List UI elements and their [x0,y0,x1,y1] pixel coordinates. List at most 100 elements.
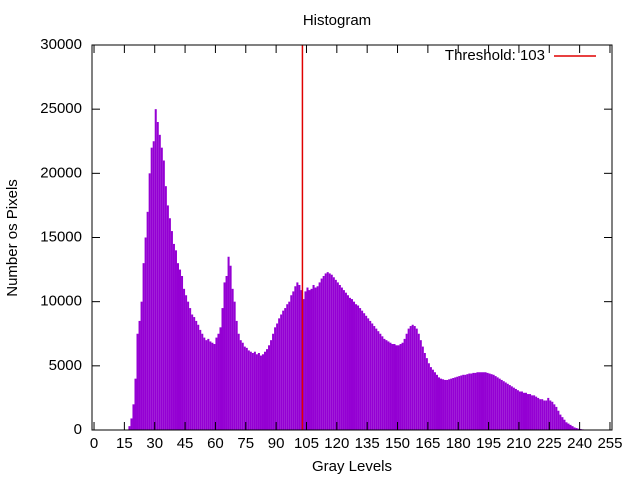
bar [215,337,218,430]
bar [579,428,582,430]
bar [425,358,428,430]
bar [421,346,424,430]
bar [393,344,396,430]
bar [195,320,198,430]
bar [442,379,445,430]
bar [152,141,155,430]
bar [484,372,487,430]
bar [280,314,283,430]
y-tick-label: 25000 [40,100,82,117]
bar [156,122,159,430]
bar [235,320,238,430]
bar [346,295,349,430]
x-tick-label: 225 [537,435,562,452]
bar [547,397,550,430]
bar [543,400,546,430]
bar [187,301,190,430]
bar [201,333,204,430]
bar [545,400,548,430]
bar [237,333,240,430]
bar [158,134,161,431]
bar [247,350,250,430]
bar [397,345,400,430]
bar [330,274,333,430]
bar [433,372,436,430]
bar [251,353,254,430]
bar [419,340,422,430]
bar [553,404,556,430]
bar [379,333,382,430]
chart-title: Histogram [303,12,371,29]
x-tick-label: 105 [294,435,319,452]
bar [383,338,386,430]
bar [142,263,145,430]
bar [369,320,372,430]
bar [332,277,335,430]
bar [304,291,307,430]
bar [431,369,434,430]
bar [150,147,153,430]
bar [229,265,232,430]
bar [377,331,380,430]
bar [569,424,572,430]
bar [559,414,562,430]
x-tick-label: 210 [506,435,531,452]
bar [324,273,327,430]
bar [227,256,230,430]
bar [529,394,532,430]
bar [561,417,564,430]
bar [136,333,139,430]
bar [444,379,447,430]
bar [427,363,430,430]
bar [417,333,420,430]
bar [502,381,505,430]
bar [336,282,339,430]
bar [500,379,503,430]
bar [409,326,412,430]
bar [249,351,252,430]
bar [239,340,242,430]
bar [207,338,210,430]
bar [395,345,398,430]
bar [399,344,402,430]
bar [189,308,192,430]
bar [423,353,426,430]
bar [555,406,558,430]
bar [472,372,475,430]
legend-label: Threshold: 103 [445,47,545,64]
bar [223,282,226,430]
bar [514,388,517,430]
bar [233,301,236,430]
bar [373,326,376,430]
bar [516,390,519,430]
bar [539,399,542,430]
bar [185,295,188,430]
bar [282,310,285,430]
bar [520,391,523,430]
bar [498,378,501,430]
bar [318,282,321,430]
bar [290,295,293,430]
bar [278,318,281,430]
bar [300,290,303,430]
bar [563,419,566,430]
bar [266,349,269,430]
bar [466,374,469,430]
bar [322,276,325,430]
bar [460,375,463,430]
x-tick-label: 15 [116,435,133,452]
bar [405,333,408,430]
bar [199,329,202,430]
bar [486,372,489,430]
bar [197,324,200,430]
bar [148,173,151,431]
bar [361,310,364,430]
bar [316,286,319,430]
bar [308,290,311,430]
y-axis-label: Number os Pixels [4,179,21,297]
x-tick-label: 90 [268,435,285,452]
bar [219,327,222,430]
bar [506,383,509,430]
bar [328,273,331,430]
bar [162,160,165,430]
